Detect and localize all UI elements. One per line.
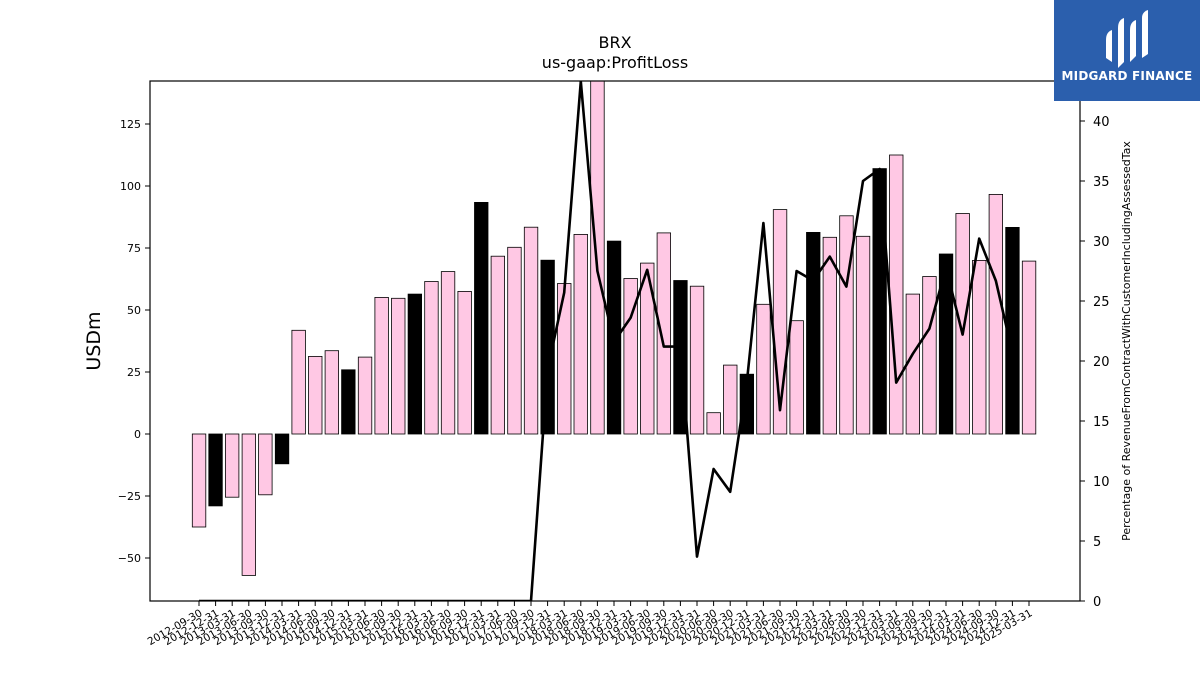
- bars-layer: [191, 81, 1037, 576]
- y-tick-label: −25: [118, 490, 141, 503]
- bar: [258, 433, 273, 496]
- bar: [523, 226, 539, 435]
- chart-title: BRX: [598, 33, 631, 52]
- y-tick-label: −50: [118, 552, 141, 565]
- bar: [872, 168, 887, 435]
- bar: [1021, 260, 1037, 435]
- y-tick-label: 125: [120, 118, 141, 131]
- bar: [656, 232, 671, 435]
- bar: [806, 231, 821, 435]
- chart-subtitle: us-gaap:ProfitLoss: [542, 53, 688, 72]
- line-layer: [199, 81, 1014, 601]
- y-tick-label: 25: [127, 366, 141, 379]
- y-tick-label: 100: [120, 180, 141, 193]
- logo-mark-icon: [1106, 10, 1148, 68]
- y2-tick-label: 5: [1093, 535, 1101, 550]
- bar: [440, 271, 456, 435]
- bar: [590, 81, 605, 435]
- bar: [507, 246, 522, 435]
- bar: [208, 433, 223, 507]
- y2-tick-label: 15: [1093, 415, 1110, 430]
- y2-tick-label: 35: [1093, 175, 1110, 190]
- bar: [308, 355, 323, 435]
- bar: [391, 297, 406, 435]
- y2-tick-label: 10: [1093, 475, 1110, 490]
- y2-tick-label: 40: [1093, 115, 1110, 130]
- y2-tick-label: 25: [1093, 295, 1110, 310]
- bar: [407, 293, 423, 435]
- bar: [474, 201, 489, 435]
- bar: [938, 253, 954, 435]
- bar: [756, 303, 771, 435]
- bar: [855, 235, 871, 435]
- axes-layer: −50−25025507510012505101520253035402012-…: [118, 80, 1110, 648]
- bar: [955, 213, 970, 435]
- y2-tick-label: 30: [1093, 235, 1110, 250]
- bar: [341, 369, 356, 435]
- bar: [889, 154, 904, 435]
- bar: [224, 433, 240, 498]
- bar: [191, 433, 207, 528]
- bar: [457, 290, 472, 435]
- bar: [540, 259, 555, 435]
- brand-logo: MIDGARD FINANCE: [1054, 0, 1200, 101]
- bar: [1005, 226, 1020, 435]
- bar: [689, 285, 705, 435]
- bar: [490, 255, 506, 435]
- bar: [922, 276, 937, 435]
- bar: [241, 433, 257, 576]
- bar: [557, 283, 572, 435]
- bar: [623, 278, 638, 435]
- y-tick-label: 0: [134, 428, 141, 441]
- bar: [374, 296, 389, 435]
- bar: [640, 262, 655, 435]
- y-axis-label: USDm: [83, 311, 105, 370]
- y2-tick-label: 0: [1093, 595, 1101, 610]
- y2-axis-label: Percentage of RevenueFromContractWithCus…: [1120, 141, 1133, 541]
- bar: [324, 350, 340, 435]
- bar: [972, 259, 987, 435]
- bar: [988, 193, 1003, 435]
- y2-tick-label: 20: [1093, 355, 1110, 370]
- bar: [357, 356, 373, 435]
- bar: [706, 412, 721, 435]
- series-line: [199, 81, 1014, 601]
- bar: [789, 320, 804, 435]
- y-tick-label: 75: [127, 242, 141, 255]
- bar: [424, 281, 439, 435]
- plot-frame: [149, 80, 1081, 602]
- bar: [274, 433, 290, 465]
- brand-name: MIDGARD FINANCE: [1061, 69, 1193, 83]
- bar: [822, 236, 837, 435]
- bar: [291, 329, 306, 435]
- bar: [573, 233, 588, 435]
- y-tick-label: 50: [127, 304, 141, 317]
- bar: [723, 364, 738, 435]
